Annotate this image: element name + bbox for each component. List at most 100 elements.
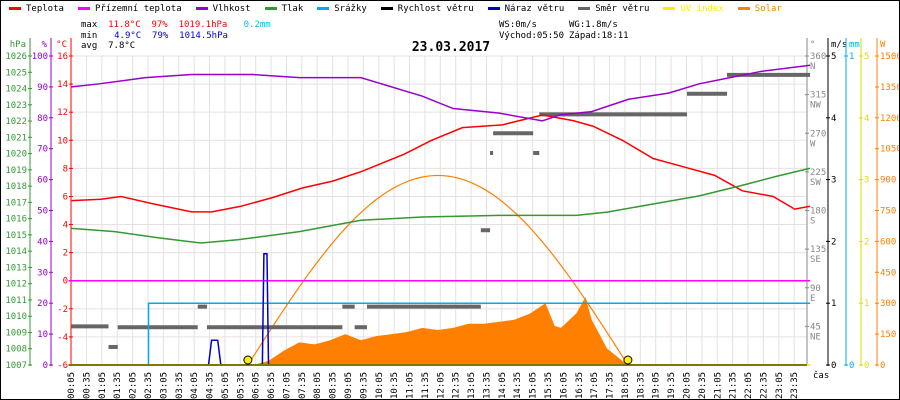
x-tick-label: 23:35 [790, 372, 800, 399]
series-vlhkost [71, 64, 811, 122]
legend-label: Rychlost větru [397, 4, 474, 14]
axis-tick-label: 10 [37, 330, 48, 340]
axis-tick-label: SW [810, 178, 821, 188]
axis-tick-label: 1024 [5, 85, 27, 95]
axis-tick-label: 45 [810, 322, 821, 332]
x-axis-label: čas [813, 370, 829, 381]
axis-tick-label: 1007 [5, 361, 27, 371]
axis-tick-label: 0 [63, 277, 68, 287]
axis-tick-label: SE [810, 255, 821, 265]
axis-tick-label: 750 [880, 207, 896, 217]
legend-item: Tlak [264, 4, 303, 14]
legend-swatch [77, 7, 90, 10]
x-tick-label: 02:05 [129, 372, 139, 399]
x-tick-label: 03:35 [175, 372, 185, 399]
legend-label: Solar [754, 4, 782, 14]
x-tick-label: 15:35 [544, 372, 554, 399]
x-tick-label: 07:35 [298, 372, 308, 399]
legend-label: Směr větru [595, 4, 650, 14]
axis-unit: mm [849, 40, 860, 50]
x-tick-label: 21:05 [713, 372, 723, 399]
axis-tick-label: NW [810, 101, 821, 111]
x-tick-label: 19:05 [652, 372, 662, 399]
legend: Teplota Přízemní teplota Vlhkost Tlak Srážky… [9, 4, 796, 14]
x-tick-label: 04:35 [206, 372, 216, 399]
axis-unit: °C [56, 40, 67, 50]
x-tick-label: 00:35 [82, 372, 92, 399]
axis-tick-label: 1021 [5, 133, 27, 143]
wind-direction-bar [686, 91, 727, 96]
axis-unit: hPa [10, 40, 26, 50]
legend-item: Směr větru [578, 4, 649, 14]
legend-label: Srážky [334, 4, 367, 14]
x-tick-label: 05:05 [221, 372, 231, 399]
x-tick-label: 09:05 [344, 372, 354, 399]
axis-tick-label: 1023 [5, 101, 27, 111]
x-tick-label: 19:35 [667, 372, 677, 399]
x-tick-label: 18:05 [621, 372, 631, 399]
axis-tick-label: 6 [63, 192, 68, 202]
axis-tick-label: 0 [831, 361, 836, 371]
axis-tick-label: 270 [810, 129, 826, 139]
axis-tick-label: 60 [37, 176, 48, 186]
x-tick-label: 17:05 [590, 372, 600, 399]
axis-tick-label: 1016 [5, 215, 27, 225]
x-tick-label: 01:05 [98, 372, 108, 399]
legend-swatch [195, 7, 208, 10]
stats-avg: avg 7.8°C [81, 41, 136, 51]
x-tick-label: 05:35 [236, 372, 246, 399]
x-tick-label: 09:35 [359, 372, 369, 399]
x-tick-label: 13:05 [467, 372, 477, 399]
axis-tick-label: 4 [831, 114, 836, 124]
axis-tick-label: 300 [880, 299, 896, 309]
axis-tick-label: 1015 [5, 231, 27, 241]
solar-theoretical-line [247, 174, 627, 366]
axis-tick-label: 1022 [5, 117, 27, 127]
axis-unit: ° [810, 40, 815, 50]
axis-tick-label: 4 [63, 221, 68, 231]
axis-tick-label: S [810, 217, 815, 227]
legend-swatch [737, 7, 750, 10]
axis-tick-label: 150 [880, 330, 896, 340]
wind-direction-bar [342, 304, 355, 309]
x-tick-label: 15:05 [529, 372, 539, 399]
legend-label: Přízemní teplota [94, 4, 182, 14]
axis-tick-label: 315 [810, 91, 826, 101]
axis-tick-label: 0 [849, 361, 854, 371]
legend-item: Náraz větru [487, 4, 564, 14]
axis-tick-label: 1 [849, 52, 854, 62]
axis-tick-label: 1026 [5, 52, 27, 62]
wind-direction-bar [533, 150, 540, 155]
x-tick-label: 14:35 [513, 372, 523, 399]
x-tick-label: 21:35 [729, 372, 739, 399]
legend-label: Vlhkost [212, 4, 251, 14]
axis-tick-label: 3 [864, 176, 869, 186]
wind-direction-bar [206, 325, 343, 330]
x-tick-label: 17:35 [606, 372, 616, 399]
legend-swatch [487, 7, 500, 10]
axis-tick-label: 1009 [5, 328, 27, 338]
axis-tick-label: 360 [810, 52, 826, 62]
axis-tick-label: 20 [37, 299, 48, 309]
axis-tick-label: 50 [37, 207, 48, 217]
series-tlak [71, 167, 811, 244]
legend-item: Srážky [317, 4, 367, 14]
legend-swatch [578, 7, 591, 10]
wind-direction-bar [539, 112, 687, 117]
legend-item: Vlhkost [195, 4, 251, 14]
axis-tick-label: -2 [57, 305, 68, 315]
axis-tick-label: 1010 [5, 312, 27, 322]
legend-swatch [317, 7, 330, 10]
axis-tick-label: 1500 [880, 52, 900, 62]
axis-tick-label: 1018 [5, 182, 27, 192]
axis-tick-label: 12 [57, 108, 68, 118]
wind-direction-bar [71, 324, 109, 329]
axis-tick-label: 14 [57, 80, 68, 90]
axis-tick-label: 1025 [5, 68, 27, 78]
axis-tick-label: 3 [831, 176, 836, 186]
axis-tick-label: 5 [864, 52, 869, 62]
x-tick-label: 04:05 [190, 372, 200, 399]
axis-tick-label: 135 [810, 245, 826, 255]
x-tick-label: 16:35 [575, 372, 585, 399]
